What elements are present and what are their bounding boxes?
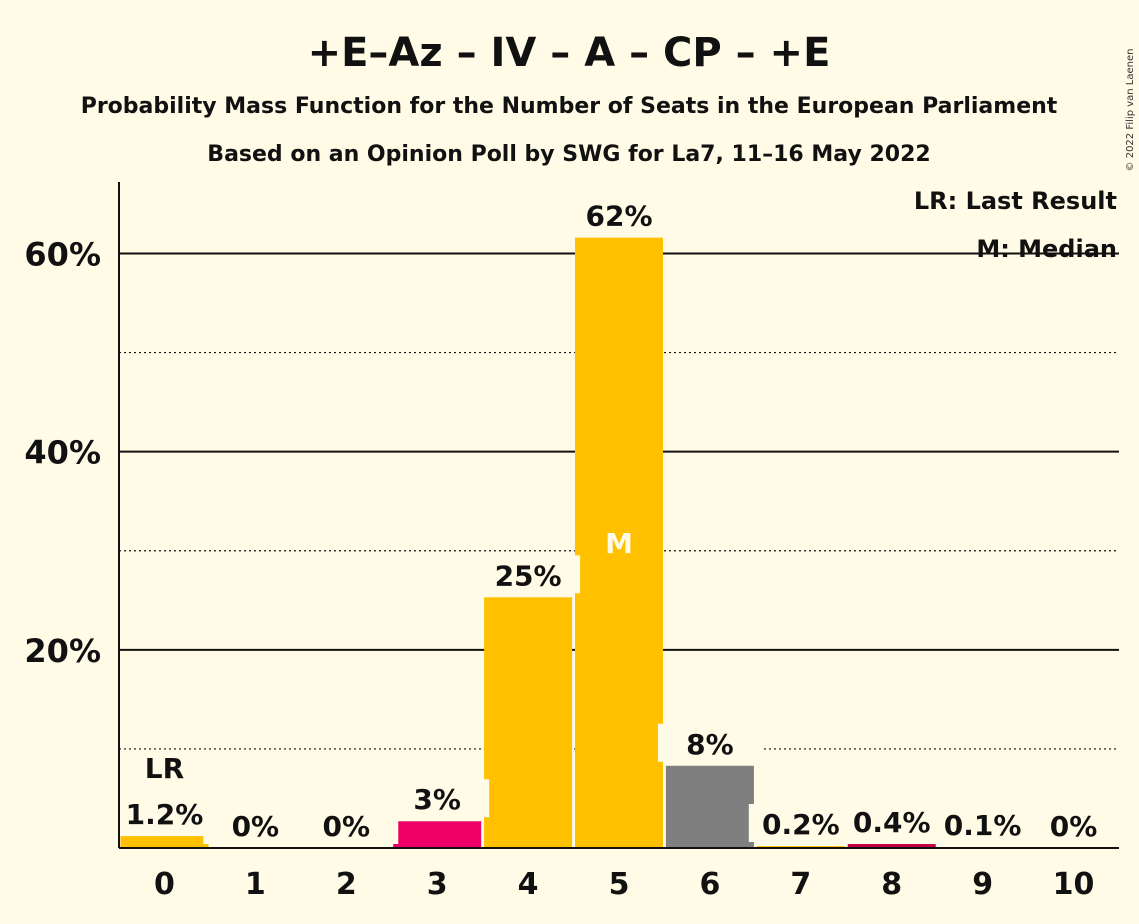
value-label-background <box>748 804 853 843</box>
x-tick-label: 7 <box>790 867 811 902</box>
value-label: 0% <box>322 810 370 843</box>
value-label: 0% <box>232 810 280 843</box>
x-tick-label: 5 <box>609 867 630 902</box>
value-label: 1.2% <box>126 798 204 831</box>
value-label-background <box>203 806 308 844</box>
chart-title: +E–Az – IV – A – CP – +E <box>308 30 831 76</box>
x-tick-label: 0 <box>154 867 175 902</box>
bar-5 <box>575 237 663 848</box>
value-label-background <box>294 806 399 844</box>
value-label-background <box>930 805 1035 844</box>
legend: LR: Last Result M: Median <box>914 187 1117 263</box>
y-tick-label: 40% <box>24 434 101 472</box>
value-label-background <box>567 195 671 234</box>
x-tick-label: 1 <box>245 867 266 902</box>
bars <box>120 237 1027 848</box>
value-label-background <box>476 555 581 594</box>
last-result-marker: LR <box>145 752 184 785</box>
y-tick-label: 20% <box>24 632 101 670</box>
value-label-background <box>657 723 762 762</box>
x-tick-label: 6 <box>699 867 720 902</box>
value-label-background <box>112 794 217 833</box>
value-label: 8% <box>686 728 734 761</box>
x-tick-label: 3 <box>427 867 448 902</box>
chart-subtitle: Probability Mass Function for the Number… <box>81 94 1058 119</box>
bar-6 <box>665 765 754 848</box>
last-result-marker-background <box>138 750 191 785</box>
value-label: 25% <box>495 559 562 592</box>
x-tick-label: 10 <box>1053 867 1095 902</box>
bar-0 <box>120 836 209 848</box>
x-tick-label: 8 <box>881 867 902 902</box>
value-label: 0.4% <box>853 806 931 839</box>
value-label: 3% <box>413 783 461 816</box>
legend-item-last-result: LR: Last Result <box>914 187 1117 215</box>
value-label: 0% <box>1050 810 1098 843</box>
copyright-notice: © 2022 Filip van Laenen <box>1125 49 1136 172</box>
x-tick-label: 9 <box>972 867 993 902</box>
value-label-background <box>1021 806 1126 844</box>
labels: 20% 40% 60% 1.2% 0 LR 0% 1 0% 2 3% 3 25% 4 62% 5 M 8% 6 0.2… <box>24 195 1126 902</box>
bar-4 <box>484 597 573 848</box>
x-tick-label: 4 <box>518 867 539 902</box>
value-label: 0.1% <box>944 809 1022 842</box>
value-label: 62% <box>585 200 652 233</box>
bar-8 <box>847 844 936 848</box>
legend-item-median: M: Median <box>976 235 1117 263</box>
bar-3 <box>393 821 482 848</box>
chart-subtitle-poll: Based on an Opinion Poll by SWG for La7,… <box>207 142 930 167</box>
y-tick-label: 60% <box>24 236 101 274</box>
value-label-background <box>385 779 490 818</box>
value-label: 0.2% <box>762 808 840 841</box>
median-marker: M <box>605 527 633 560</box>
x-tick-label: 2 <box>336 867 357 902</box>
value-label-background <box>839 802 944 841</box>
